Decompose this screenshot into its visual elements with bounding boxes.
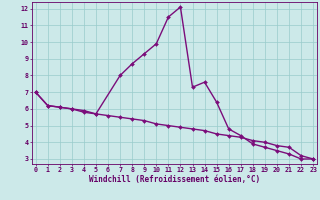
X-axis label: Windchill (Refroidissement éolien,°C): Windchill (Refroidissement éolien,°C) [89,175,260,184]
